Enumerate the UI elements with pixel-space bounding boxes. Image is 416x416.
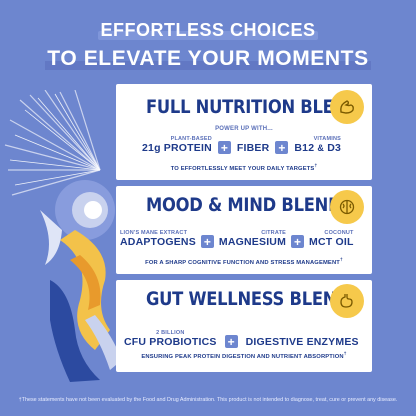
section-title: FULL NUTRITION BLEND — [146, 96, 361, 118]
footnote-mark: † — [343, 352, 347, 357]
section-intro: POWER UP WITH... — [215, 126, 273, 132]
ingredient-label: B12 — [294, 142, 315, 154]
ingredient-label: DIGESTIVE ENZYMES — [245, 336, 359, 348]
ingredient-label: MAGNESIUM — [218, 236, 287, 248]
section-title: MOOD & MIND BLEND — [146, 194, 342, 216]
plus-icon: + — [217, 141, 231, 154]
ingredient-item: DIGESTIVE ENZYMES — [246, 336, 359, 348]
headline-line-1: EFFORTLESS CHOICES — [98, 20, 318, 40]
swirl-shapes — [40, 180, 122, 382]
ingredient-kicker: CITRATE — [261, 230, 287, 236]
tagline-text: ENSURING PEAK PROTEIN DIGESTION AND NUTR… — [141, 353, 344, 360]
mood-mind-panel: MOOD & MIND BLEND LION'S MANE EXTRACT AD… — [116, 186, 372, 274]
ingredient-kicker: COCONUT — [324, 230, 354, 236]
ingredient-label: CFU PROBIOTICS — [124, 336, 217, 348]
flexed-arm-icon — [330, 90, 364, 124]
headline-line-2: TO ELEVATE YOUR MOMENTS — [45, 47, 372, 70]
ingredient-joiner: & — [317, 143, 325, 153]
ingredient-item: LION'S MANE EXTRACT ADAPTOGENS — [120, 230, 196, 248]
stomach-icon — [330, 284, 364, 318]
tagline-text: FOR A SHARP COGNITIVE FUNCTION AND STRES… — [145, 259, 340, 266]
disclaimer: †These statements have not been evaluate… — [18, 397, 398, 403]
ingredient-label: 21g PROTEIN — [142, 142, 212, 154]
ingredient-label: MCT OIL — [309, 236, 354, 248]
brain-icon — [330, 190, 364, 224]
full-nutrition-panel: FULL NUTRITION BLEND POWER UP WITH... PL… — [116, 84, 372, 180]
ingredient-kicker: PLANT-BASED — [170, 136, 212, 142]
plus-icon: + — [291, 235, 305, 248]
ingredient-row: 2 BILLION CFU PROBIOTICS + DIGESTIVE ENZ… — [124, 330, 359, 348]
section-tagline: TO EFFORTLESSLY MEET YOUR DAILY TARGETS† — [116, 164, 372, 172]
ingredient-item: CITRATE MAGNESIUM — [219, 230, 286, 248]
headline: EFFORTLESS CHOICES TO ELEVATE YOUR MOMEN… — [0, 18, 416, 72]
ingredient-kicker: 2 BILLION — [156, 330, 185, 336]
section-tagline: ENSURING PEAK PROTEIN DIGESTION AND NUTR… — [116, 352, 372, 360]
ingredient-row: PLANT-BASED 21g PROTEIN + FIBER + VITAMI… — [142, 136, 341, 154]
footnote-mark: † — [314, 164, 318, 169]
tagline-text: TO EFFORTLESSLY MEET YOUR DAILY TARGETS — [170, 165, 315, 172]
ingredient-item: 2 BILLION CFU PROBIOTICS — [124, 330, 217, 348]
ingredient-label: FIBER — [236, 142, 270, 154]
ingredient-kicker: VITAMINS — [313, 136, 342, 142]
section-tagline: FOR A SHARP COGNITIVE FUNCTION AND STRES… — [116, 258, 372, 266]
plus-icon: + — [224, 335, 238, 348]
ingredient-item: VITAMINS B12 & D3 — [294, 136, 341, 154]
ingredient-label-2: D3 — [327, 142, 342, 154]
decorative-art — [4, 90, 122, 382]
ingredient-kicker: LION'S MANE EXTRACT — [120, 230, 188, 236]
gut-wellness-panel: GUT WELLNESS BLEND 2 BILLION CFU PROBIOT… — [116, 280, 372, 372]
ingredient-label: ADAPTOGENS — [120, 236, 196, 248]
ingredient-item: COCONUT MCT OIL — [309, 230, 354, 248]
ingredient-item: PLANT-BASED 21g PROTEIN — [142, 136, 212, 154]
section-title: GUT WELLNESS BLEND — [146, 288, 350, 310]
plus-icon: + — [200, 235, 214, 248]
footnote-mark: † — [339, 258, 343, 263]
ingredient-row: LION'S MANE EXTRACT ADAPTOGENS + CITRATE… — [120, 230, 354, 248]
fan-rays — [4, 90, 101, 196]
plus-icon: + — [275, 141, 289, 154]
ingredient-item: FIBER — [237, 142, 270, 154]
